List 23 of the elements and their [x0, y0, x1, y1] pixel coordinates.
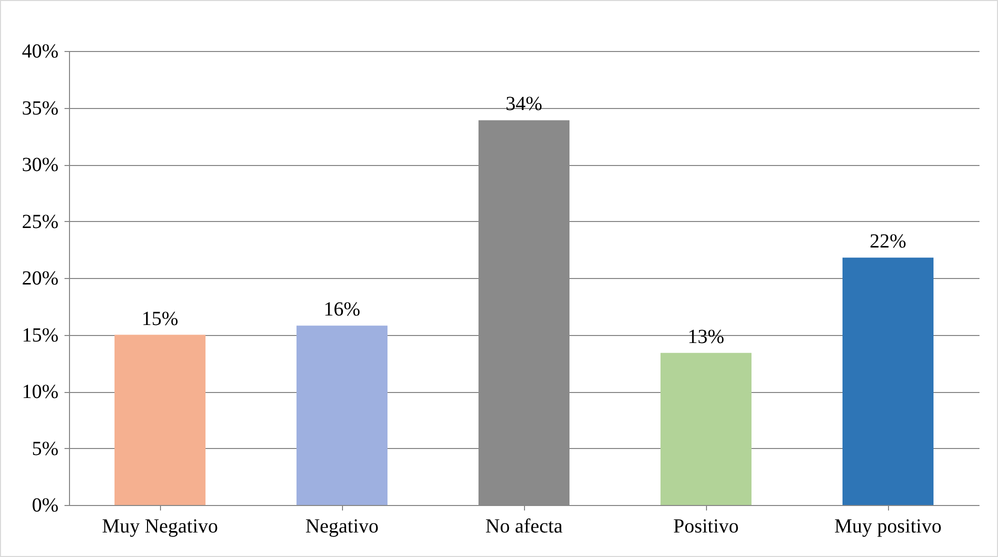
- y-tick-label: 10%: [22, 381, 58, 403]
- bar: [114, 334, 206, 505]
- data-label: 13%: [688, 326, 724, 348]
- y-tick-label: 25%: [22, 210, 58, 233]
- data-label: 34%: [506, 93, 542, 116]
- data-label: 16%: [324, 298, 360, 321]
- data-label: 22%: [870, 230, 906, 253]
- y-tick-label: 40%: [22, 40, 58, 62]
- y-tick-label: 30%: [22, 154, 58, 176]
- x-tick-label: No afecta: [485, 516, 563, 538]
- bar: [660, 352, 752, 505]
- data-label: 15%: [142, 308, 178, 330]
- y-tick-label: 15%: [22, 324, 58, 346]
- x-tick-label: Negativo: [305, 516, 379, 538]
- y-tick-label: 0%: [32, 494, 58, 516]
- x-tick-label: Muy Negativo: [102, 516, 218, 538]
- bar: [296, 326, 388, 505]
- bar: [842, 258, 934, 505]
- x-tick-label: Muy positivo: [834, 516, 942, 538]
- x-tick-label: Positivo: [673, 516, 739, 538]
- y-tick-label: 5%: [32, 438, 58, 460]
- y-tick-label: 20%: [22, 268, 58, 290]
- y-tick-label: 35%: [22, 97, 58, 120]
